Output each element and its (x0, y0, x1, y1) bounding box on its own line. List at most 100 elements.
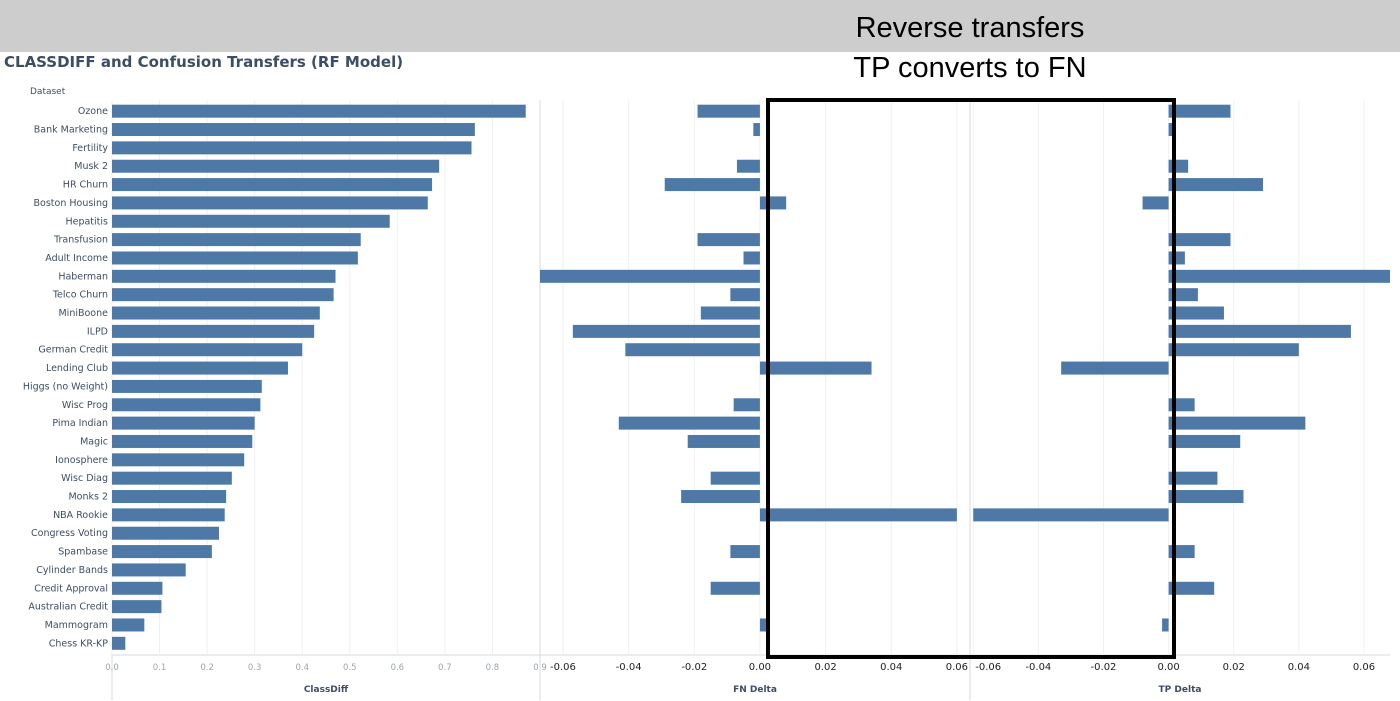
tick-label: 0.3 (248, 663, 262, 673)
category-label: Wisc Diag (61, 473, 108, 484)
bar (1168, 288, 1198, 302)
tick-label: -0.04 (616, 662, 642, 673)
bar (112, 526, 219, 540)
bar (112, 288, 334, 302)
bar (112, 416, 255, 430)
tick-label: -0.06 (975, 662, 1001, 673)
category-label: Ozone (78, 106, 108, 117)
category-label: Haberman (58, 271, 108, 282)
tick-label: 0.04 (1288, 662, 1310, 673)
category-label: Mammogram (45, 620, 108, 631)
axis-label: ClassDiff (304, 685, 349, 695)
category-label: Wisc Prog (62, 400, 108, 411)
bar (112, 490, 227, 504)
tick-label: 0.2 (200, 663, 214, 673)
bar (1168, 343, 1299, 357)
category-label: German Credit (38, 345, 108, 356)
tick-label: 0.5 (343, 663, 357, 673)
bar (1168, 123, 1176, 137)
bar (1168, 251, 1185, 265)
bar (1168, 416, 1306, 430)
bar (112, 563, 186, 577)
bar (1168, 398, 1195, 412)
banner-background (0, 0, 1400, 52)
bar (112, 196, 428, 210)
category-label: Telco Churn (52, 290, 108, 301)
tick-label: -0.02 (681, 662, 707, 673)
chart-title: CLASSDIFF and Confusion Transfers (RF Mo… (4, 53, 404, 71)
category-label: Fertility (72, 143, 108, 154)
bar (1061, 361, 1169, 375)
bar (1168, 324, 1351, 338)
bar (730, 545, 760, 559)
bar (681, 490, 760, 504)
bar (112, 141, 472, 155)
bar (1168, 306, 1224, 320)
bar (759, 618, 767, 632)
category-label: Credit Approval (34, 583, 108, 594)
bar (112, 251, 358, 265)
bar (1162, 618, 1169, 632)
category-label: Monks 2 (68, 492, 108, 503)
category-label: Lending Club (46, 363, 108, 374)
bar (1168, 233, 1231, 247)
category-label: Cylinder Bands (36, 565, 108, 576)
bar (736, 159, 760, 173)
tick-label: 0.06 (946, 662, 968, 673)
bar (1168, 545, 1195, 559)
bar (112, 600, 162, 614)
bar (112, 636, 126, 650)
bar (973, 508, 1169, 522)
tick-label: -0.04 (1025, 662, 1051, 673)
category-label: Chess KR-KP (49, 638, 109, 649)
category-label: HR Churn (63, 180, 108, 191)
bar (700, 306, 760, 320)
category-label: Adult Income (45, 253, 108, 264)
category-label: NBA Rookie (53, 510, 108, 521)
bar (1168, 471, 1218, 485)
bar (1142, 196, 1169, 210)
tick-label: 0.0 (105, 663, 119, 673)
tick-label: 0.02 (1223, 662, 1245, 673)
tick-label: 0.1 (153, 663, 167, 673)
bar (759, 508, 957, 522)
tick-label: 0.02 (814, 662, 836, 673)
bar (112, 233, 361, 247)
bar (1168, 269, 1390, 283)
bar (753, 123, 760, 137)
bar (1168, 104, 1231, 118)
bar (618, 416, 760, 430)
tick-label: 0.00 (1157, 662, 1179, 673)
category-label: Higgs (no Weight) (23, 381, 108, 392)
bar (697, 233, 760, 247)
bar (730, 288, 760, 302)
tick-label: 0.04 (880, 662, 902, 673)
bar (572, 324, 760, 338)
bar (710, 471, 760, 485)
bar (697, 104, 760, 118)
bar (759, 196, 787, 210)
bar (112, 361, 288, 375)
bar (112, 398, 261, 412)
bar (1168, 178, 1264, 192)
banner-line-2: TP converts to FN (853, 52, 1087, 84)
tick-label: -0.02 (1091, 662, 1117, 673)
bar (112, 471, 232, 485)
category-label: Boston Housing (34, 198, 108, 209)
category-label: Ionosphere (55, 455, 108, 466)
axis-label: TP Delta (1159, 685, 1202, 695)
category-label: Transfusion (53, 235, 108, 246)
bar (540, 269, 760, 283)
category-label: ILPD (87, 326, 108, 337)
bar (112, 159, 440, 173)
tick-label: 0.00 (749, 662, 771, 673)
bar (112, 508, 225, 522)
category-label: Congress Voting (31, 528, 108, 539)
category-label: Musk 2 (74, 161, 108, 172)
category-label: Pima Indian (52, 418, 108, 429)
axis-label: FN Delta (733, 685, 777, 695)
bar (112, 123, 475, 137)
bar (112, 618, 145, 632)
bar (743, 251, 760, 265)
